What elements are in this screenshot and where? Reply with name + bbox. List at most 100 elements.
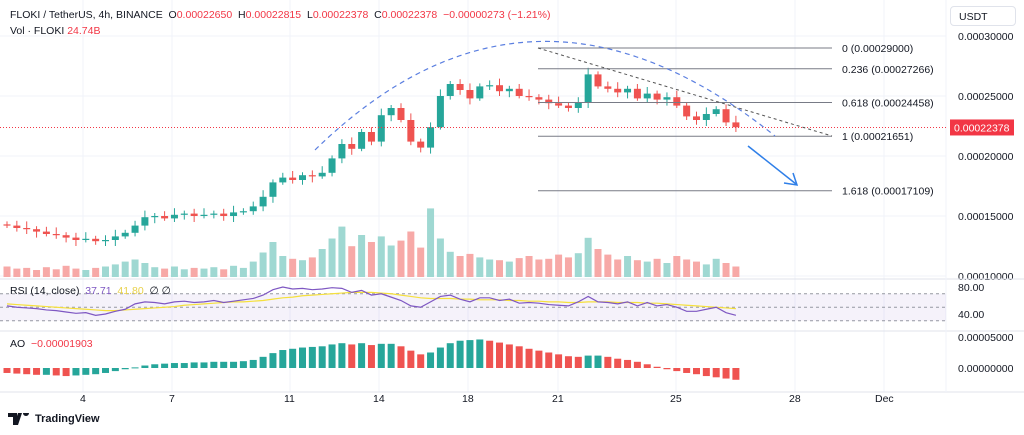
candle-body <box>111 236 119 240</box>
ao-bar <box>732 368 740 380</box>
volume-bar <box>653 258 661 277</box>
volume-bar <box>436 238 444 277</box>
ao-bar <box>121 368 129 370</box>
ao-bar <box>496 342 503 368</box>
candle-body <box>584 74 592 102</box>
candle-body <box>161 216 169 219</box>
candle-body <box>328 158 336 173</box>
symbol-title[interactable]: FLOKI / TetherUS, 4h, BINANCE <box>10 9 163 21</box>
ao-bar <box>505 344 513 368</box>
ao-bar <box>220 361 228 368</box>
ao-bar <box>614 358 622 368</box>
candle-body <box>663 97 671 100</box>
candle-body <box>151 216 159 218</box>
volume-bar <box>220 269 228 277</box>
low-value: 0.00022378 <box>312 9 369 21</box>
candle-body <box>732 122 740 128</box>
candle-body <box>653 93 661 100</box>
ao-bar <box>673 368 681 372</box>
ao-bar <box>387 343 395 368</box>
x-tick-label: Dec <box>875 393 894 405</box>
volume-bar <box>712 258 720 277</box>
candle-body <box>683 105 691 117</box>
volume-bar <box>62 265 70 277</box>
ao-bar <box>693 368 700 375</box>
x-tick-label: 28 <box>789 393 801 405</box>
currency-button[interactable]: USDT <box>950 6 1016 26</box>
ao-bar <box>111 368 119 372</box>
candle-body <box>417 141 425 148</box>
current-price-label: 0.00022378 <box>954 122 1010 134</box>
volume-bar <box>693 261 700 277</box>
arrow-drawing <box>747 145 797 185</box>
candle-body <box>446 84 454 96</box>
volume-bar <box>545 258 553 277</box>
volume-bar <box>584 237 592 277</box>
ao-bar <box>249 359 257 368</box>
x-tick-label: 11 <box>284 393 295 405</box>
rsi-legend[interactable]: RSI (14, close) 37.71 41.80 ∅ ∅ <box>10 285 171 297</box>
ao-legend[interactable]: AO −0.00001903 <box>10 338 93 350</box>
volume-bar <box>210 267 218 277</box>
ao-bar <box>3 368 11 373</box>
volume-bar <box>456 256 464 277</box>
open-value: 0.00022650 <box>176 9 233 21</box>
candle-body <box>348 144 356 149</box>
ao-bar <box>170 363 178 368</box>
ao-bar <box>476 339 484 368</box>
candle-body <box>358 132 366 149</box>
volume-bar <box>496 260 503 277</box>
volume-bar <box>417 247 425 277</box>
volume-bar <box>259 252 267 277</box>
candle-body <box>496 85 503 92</box>
ao-bar <box>269 353 277 368</box>
volume-bar <box>308 257 316 277</box>
candle-body <box>259 196 267 207</box>
tradingview-logo[interactable]: TradingView <box>8 413 100 425</box>
ao-bar <box>13 368 21 374</box>
volume-bar <box>564 257 572 277</box>
rsi-ma-value: 41.80 <box>117 285 144 297</box>
fib-level-label: 1.618 (0.00017109) <box>842 186 934 198</box>
fib-level-label: 0 (0.00029000) <box>842 43 913 55</box>
ao-bar <box>239 361 247 368</box>
candle-body <box>279 177 287 183</box>
ao-bar <box>52 368 60 376</box>
ao-bar <box>200 362 208 368</box>
ao-bar <box>486 340 494 368</box>
candle-body <box>574 102 582 108</box>
volume-bar <box>427 208 435 277</box>
ao-bar <box>722 368 730 379</box>
volume-bar <box>535 259 543 277</box>
candle-body <box>367 132 375 142</box>
candle-body <box>505 88 513 92</box>
candle-body <box>13 225 21 228</box>
candle-body <box>33 229 41 232</box>
volume-bar <box>555 254 563 277</box>
ao-bar <box>348 344 356 368</box>
candle-body <box>92 238 100 242</box>
candle-body <box>289 177 297 180</box>
candle-body <box>456 84 464 90</box>
ao-bar <box>417 354 425 368</box>
candle-body <box>230 212 238 216</box>
candle-body <box>643 93 651 99</box>
candle-body <box>82 238 90 240</box>
symbol-legend: FLOKI / TetherUS, 4h, BINANCE O0.0002265… <box>10 9 551 21</box>
price-tick-label: 0.00020000 <box>958 151 1014 163</box>
volume-bar <box>299 260 306 277</box>
volume-legend: Vol · FLOKI 24.74B <box>10 25 101 37</box>
volume-bar <box>505 261 513 277</box>
ao-bar <box>151 364 159 368</box>
volume-bar <box>702 264 710 277</box>
x-tick-label: 14 <box>373 393 385 405</box>
volume-bar <box>13 268 21 277</box>
ao-bar <box>525 348 533 368</box>
volume-bar <box>377 236 385 277</box>
price-tick-label: 0.00015000 <box>958 211 1014 223</box>
ao-bar <box>653 366 661 368</box>
candle-body <box>220 213 228 216</box>
volume-bar <box>230 265 238 277</box>
fib-level-label: 0.618 (0.00024458) <box>842 98 934 110</box>
